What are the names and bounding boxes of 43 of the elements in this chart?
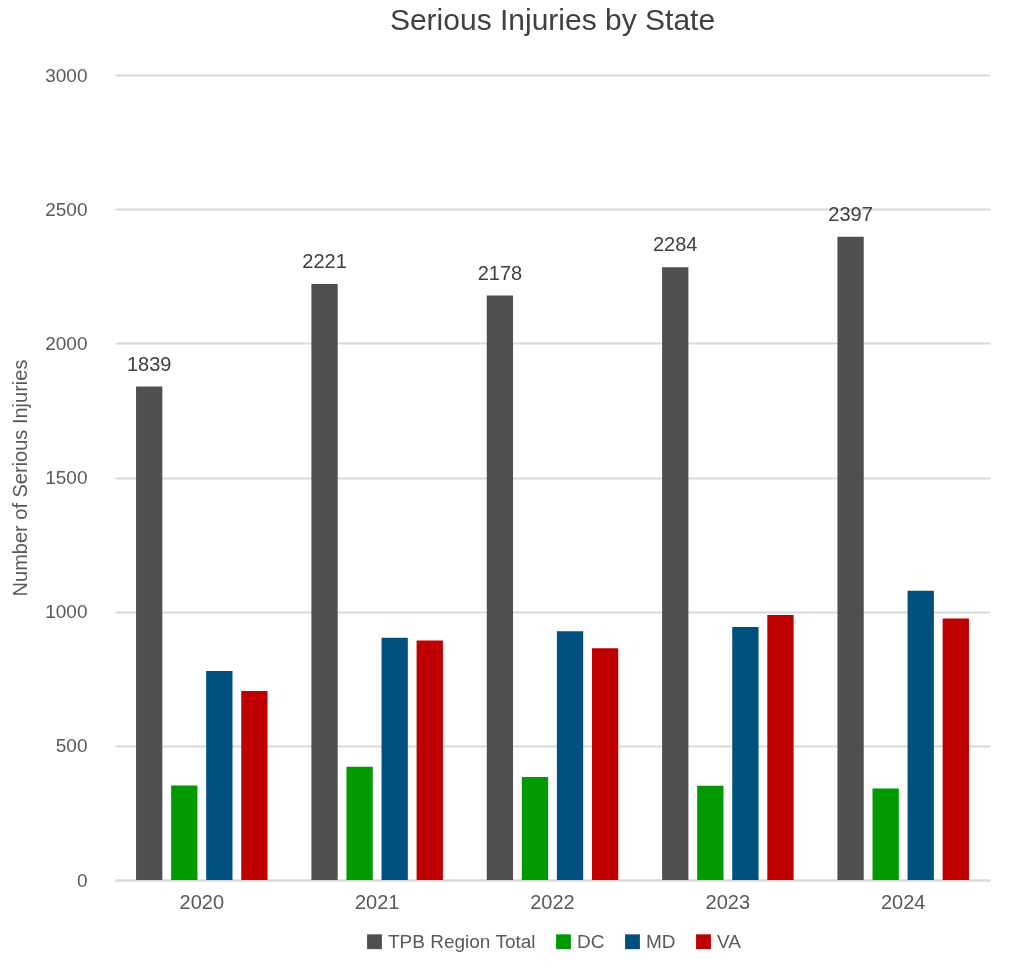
bar [591, 648, 619, 880]
y-axis-title: Number of Serious Injuries [9, 359, 32, 597]
legend-label: DC [577, 930, 605, 952]
bar [942, 618, 969, 880]
bar [381, 637, 408, 880]
legend-label: TPB Region Total [388, 930, 536, 952]
bar [872, 788, 899, 880]
y-tick-label: 1000 [45, 601, 88, 623]
bar [556, 631, 584, 880]
bar [767, 614, 794, 880]
bar [171, 785, 198, 880]
x-tick-label: 2020 [179, 890, 225, 913]
chart-title: Serious Injuries by State [389, 3, 716, 36]
legend-label: VA [717, 930, 742, 952]
y-tick-label: 2500 [45, 198, 88, 220]
y-tick-label: 500 [55, 735, 88, 757]
bar [662, 267, 689, 880]
bar [311, 284, 338, 880]
bar [837, 236, 864, 880]
y-tick-label: 1500 [45, 467, 88, 488]
bar [136, 386, 163, 880]
bar [732, 626, 759, 880]
x-tick-label: 2021 [354, 890, 400, 913]
data-label: 2221 [302, 250, 347, 273]
bar [907, 590, 934, 880]
data-label: 2397 [828, 202, 873, 225]
bar [346, 766, 373, 880]
bar [697, 785, 724, 880]
bar [416, 640, 443, 880]
x-tick-label: 2024 [880, 890, 926, 913]
bar [241, 691, 268, 880]
bar [486, 295, 514, 880]
legend-label: MD [646, 930, 676, 952]
data-label: 1839 [126, 352, 172, 375]
data-label: 2284 [653, 233, 698, 256]
y-tick-label: 0 [76, 869, 88, 891]
y-tick-label: 3000 [45, 64, 88, 86]
x-tick-label: 2022 [530, 890, 575, 913]
bar [206, 670, 233, 880]
data-label: 2178 [477, 261, 523, 284]
x-tick-label: 2023 [705, 890, 751, 913]
y-tick-label: 2000 [45, 332, 88, 354]
bar [521, 776, 549, 880]
